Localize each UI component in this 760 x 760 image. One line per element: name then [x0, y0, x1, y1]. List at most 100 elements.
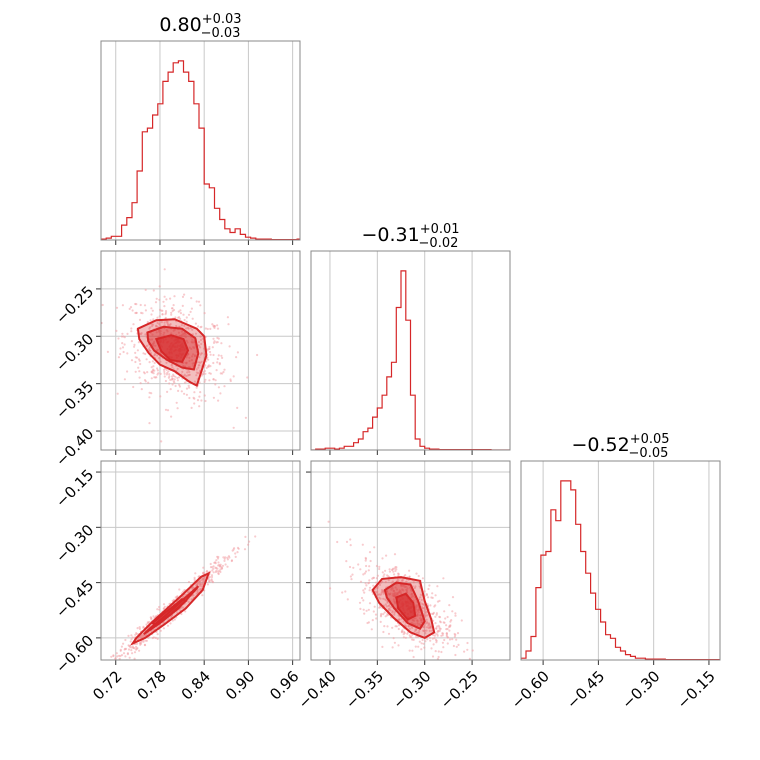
sample-point — [183, 589, 186, 592]
sample-point — [383, 573, 386, 576]
sample-point — [187, 327, 190, 330]
sample-point — [185, 362, 188, 365]
sample-point — [199, 346, 202, 349]
title-err-plus: +0.05 — [630, 432, 670, 447]
sample-point — [116, 655, 119, 658]
sample-point — [117, 356, 120, 359]
sample-point — [451, 638, 454, 641]
sample-point — [115, 306, 119, 309]
sample-point — [431, 629, 434, 632]
sample-point — [84, 685, 86, 687]
sample-point — [434, 622, 437, 625]
panel-content — [101, 60, 300, 240]
sample-point — [455, 638, 458, 641]
sample-point — [229, 379, 232, 383]
sample-point — [345, 560, 348, 563]
sample-point — [197, 300, 201, 303]
sample-point — [424, 632, 427, 635]
sample-point — [372, 584, 375, 587]
panel-frame — [100, 40, 301, 241]
sample-point — [156, 367, 159, 370]
sample-point — [114, 657, 117, 660]
sample-point — [443, 638, 446, 642]
sample-point — [99, 674, 101, 676]
sample-point — [193, 578, 196, 581]
sample-point — [138, 370, 141, 373]
sample-point — [408, 575, 411, 579]
sample-point — [367, 608, 370, 611]
sample-point — [419, 614, 422, 617]
sample-point — [386, 614, 389, 617]
sample-point — [208, 575, 211, 579]
sample-point — [428, 636, 431, 640]
sample-point — [349, 538, 352, 541]
sample-point — [212, 361, 215, 365]
sample-point — [217, 561, 220, 564]
sample-point — [384, 581, 387, 584]
sample-point — [451, 596, 455, 599]
sample-point — [397, 579, 400, 582]
sample-point — [224, 563, 227, 566]
contour-line-0 — [129, 571, 211, 646]
sample-point — [327, 520, 330, 523]
sample-point — [376, 586, 379, 590]
sample-point — [180, 612, 183, 616]
sample-point — [178, 376, 181, 379]
sample-point — [166, 390, 169, 393]
sample-point — [151, 360, 154, 363]
sample-point — [211, 323, 214, 326]
sample-point — [416, 614, 419, 617]
sample-point — [200, 585, 203, 588]
sample-point — [352, 566, 355, 569]
sample-point — [153, 353, 157, 356]
sample-point — [150, 338, 154, 341]
sample-point — [148, 396, 151, 399]
sample-point — [388, 570, 391, 573]
sample-point — [158, 315, 161, 318]
sample-point — [187, 591, 190, 594]
sample-point — [418, 640, 421, 643]
sample-point — [386, 592, 389, 595]
sample-point — [222, 370, 225, 374]
sample-point — [216, 341, 219, 344]
sample-point — [203, 312, 206, 315]
sample-point — [420, 642, 423, 645]
sample-point — [391, 646, 394, 649]
sample-point — [166, 323, 170, 326]
sample-point — [399, 592, 402, 595]
sample-point — [176, 367, 179, 370]
sample-point — [203, 394, 206, 397]
param-title-0: 0.80+0.03 −0.03 — [159, 12, 241, 41]
sample-point — [122, 642, 125, 645]
sample-point — [181, 606, 185, 609]
y-tick-label: −0.60 — [52, 632, 97, 677]
sample-point — [198, 344, 201, 347]
sample-point — [228, 345, 231, 348]
sample-point — [392, 598, 395, 601]
sample-point — [134, 311, 137, 315]
sample-point — [158, 308, 162, 311]
sample-point — [219, 392, 222, 395]
sample-point — [248, 540, 251, 543]
title-err-minus: −0.05 — [629, 446, 669, 461]
sample-point — [416, 622, 419, 625]
sample-point — [96, 676, 98, 678]
sample-point — [198, 364, 201, 367]
sample-point — [129, 640, 132, 643]
contour-line-1 — [146, 325, 200, 371]
sample-point — [379, 614, 383, 617]
sample-point — [428, 629, 431, 633]
sample-point — [390, 588, 393, 591]
sample-point — [178, 383, 181, 386]
sample-point — [137, 358, 141, 361]
sample-point — [387, 579, 390, 582]
sample-point — [196, 399, 200, 402]
sample-point — [448, 629, 451, 632]
sample-point — [131, 636, 134, 639]
sample-point — [410, 593, 413, 596]
sample-point — [392, 589, 395, 592]
sample-point — [393, 641, 396, 644]
sample-point — [163, 305, 166, 308]
sample-point — [181, 304, 184, 307]
sample-point — [147, 622, 150, 625]
